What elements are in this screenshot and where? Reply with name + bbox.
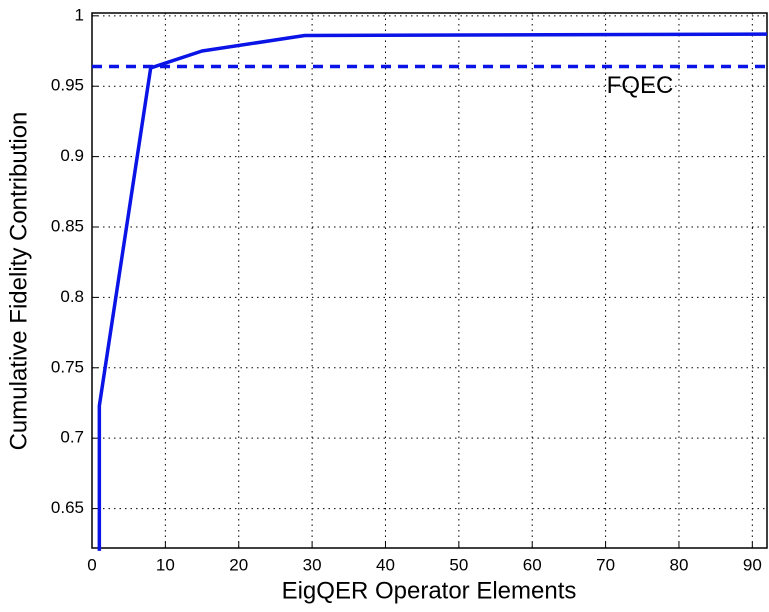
y-tick-label: 0.75 [51,357,84,376]
x-tick-label: 50 [449,555,468,574]
x-tick-label: 90 [743,555,762,574]
y-tick-label: 0.85 [51,216,84,235]
y-tick-label: 0.9 [60,146,84,165]
x-tick-label: 40 [376,555,395,574]
y-tick-label: 0.65 [51,498,84,517]
x-tick-label: 30 [303,555,322,574]
x-tick-label: 80 [669,555,688,574]
y-tick-label: 0.7 [60,428,84,447]
x-tick-label: 70 [596,555,615,574]
plot-frame [91,12,768,549]
y-tick-label: 1 [75,5,84,24]
data-line [97,32,768,551]
x-axis-title: EigQER Operator Elements [282,577,577,604]
x-tick-label: 10 [156,555,175,574]
x-tick-label: 0 [87,555,96,574]
x-tick-label: 20 [229,555,248,574]
y-tick-label: 0.95 [51,76,84,95]
x-tick-label: 60 [523,555,542,574]
y-axis-title: Cumulative Fidelity Contribution [5,112,32,451]
reference-label: FQEC [607,72,674,99]
y-tick-label: 0.8 [60,287,84,306]
